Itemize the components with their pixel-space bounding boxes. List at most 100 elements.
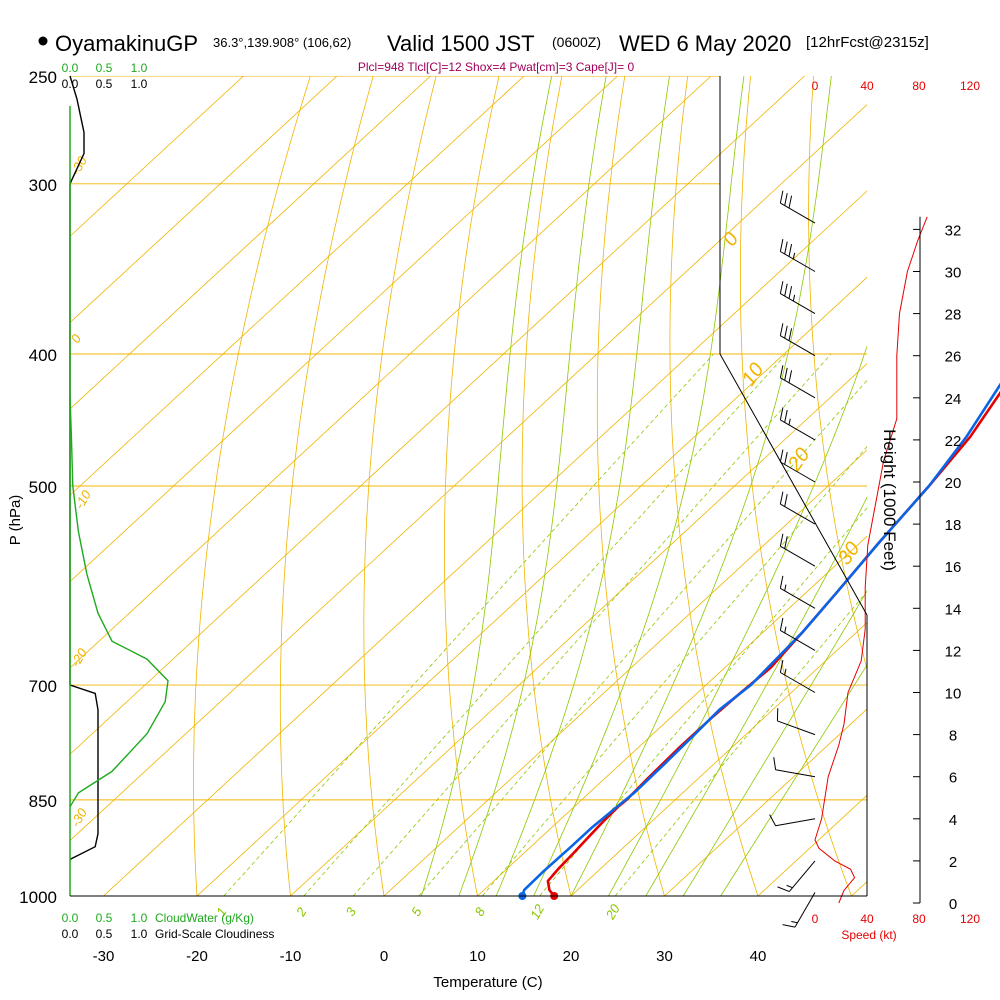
height-tick-label: 6 [949,770,957,787]
height-tick-label: 32 [945,222,962,239]
height-tick-label: 14 [945,601,962,618]
height-tick-label: 18 [945,517,962,534]
speed-tick-label: 120 [960,79,980,93]
mixing-ratio-line [481,446,867,896]
speed-tick-label: 40 [860,912,874,926]
cloud-profiles [69,75,169,896]
mixing-ratio-label: 20 [602,901,623,923]
wind-barb [779,239,816,272]
height-tick-label: 26 [945,349,962,366]
wind-barb [779,575,816,609]
sounding-indices: Plcl=948 Tlcl[C]=12 Shox=4 Pwat[cm]=3 Ca… [358,60,635,74]
cloudwater-line [69,396,169,808]
wind-barb-half-flag [792,252,796,260]
wind-barb-flag [779,281,784,294]
speed-tick-label: 80 [912,79,926,93]
height-tick-label: 24 [945,391,962,408]
wind-barb-flag [784,409,788,423]
wind-barb-half-flag [788,418,791,426]
diagram-line-label: -20 [68,645,91,669]
wind-barb-flag [788,195,793,209]
wind-barb [779,533,816,567]
height-tick-label: 16 [945,559,962,576]
cloudiness-tick-label: 0.5 [96,927,113,941]
dry-adiabat-line [193,76,311,896]
wind-barb-flag [782,924,796,928]
height-tick-label: 8 [949,728,957,745]
forecast-info: [12hrFcst@2315z] [806,34,929,51]
sounding-profiles [518,382,1000,900]
y-axis-label: P (hPa) [7,495,24,546]
pressure-tick-label: 300 [29,176,57,195]
temperature-tick-label: 40 [750,948,767,965]
temperature-tick-label: -10 [280,948,302,965]
temperature-tick-label: 30 [656,948,673,965]
cloudwater-tick-label: 0.5 [96,911,113,925]
wind-barb-flag [779,533,784,547]
wind-barb-half-flag [786,884,793,889]
isotherm-line [70,76,244,237]
height-tick-label: 20 [945,475,962,492]
moist-adiabat-line [458,76,607,896]
wind-barb-flag [779,365,784,378]
wind-barb-flag [777,886,790,893]
height-tick-label: 12 [945,643,962,660]
wind-barb-flag [788,370,793,383]
wind-barb [779,365,816,399]
wind-barb-shaft [777,720,816,736]
wind-barb-flag [779,617,784,631]
speed-tick-label: 80 [912,912,926,926]
wind-barb-shaft [780,251,816,272]
cloudiness-tick-label: 0.0 [62,927,79,941]
isotherm-line [70,76,338,324]
wind-barb-shaft [780,419,816,441]
mixing-ratio-label: 12 [527,901,548,922]
wind-barb-flag [779,575,784,589]
pressure-tick-label: 250 [29,68,57,87]
dry-adiabat-line [669,76,759,896]
speed-axis-label: Speed (kt) [841,928,896,942]
wind-barb-flag [779,239,784,252]
station-coords: 36.3°,139.908° (106,62) [213,35,351,50]
cloudiness-tick-label: 1.0 [131,927,148,941]
isotherm-line [477,535,867,896]
temperature-profile-line [546,390,1000,897]
x-axis-label: Temperature (C) [433,974,542,991]
wind-barb-shaft [780,672,816,693]
dry-adiabat-line [521,76,572,896]
moist-adiabat-line [421,76,553,896]
wind-barb-shaft [788,860,816,892]
moist-adiabat-line [682,590,867,896]
wind-barb [779,449,816,483]
wind-barb-shaft [780,202,816,224]
wind-barb-shaft [780,335,816,357]
dry-adiabat-line [443,76,500,896]
wind-barb-shaft [780,461,816,483]
mixing-ratio-line [352,353,832,896]
temperature-tick-label: -20 [186,948,208,965]
mixing-ratio-label: 8 [472,904,489,918]
cloudiness-tick-label: 0.5 [96,77,113,91]
wind-barb [779,323,816,357]
height-tick-label: 4 [949,812,957,829]
diagram-line-label: -30 [68,805,91,829]
wind-barb-shaft [780,587,816,609]
moist-adiabat-line [570,76,832,896]
wind-barb-flag [773,757,777,770]
wind-barb [779,281,816,315]
cloudiness-label: Grid-Scale Cloudiness [155,927,274,941]
wind-barb-shaft [780,503,816,525]
wind-barb-flag [784,536,788,549]
wind-barb [773,757,816,778]
wind-speed-line [814,216,928,904]
mixing-ratio-label: 3 [343,904,360,918]
wind-barb-shaft [775,818,816,827]
pressure-tick-label: 500 [29,478,57,497]
isotherm-line [851,881,867,896]
cloudwater-tick-label: 1.0 [131,911,148,925]
height-tick-label: 2 [949,854,957,871]
wind-barb-flag [788,328,793,341]
wind-barb-shaft [775,769,816,778]
cloudiness-tick-label: 1.0 [131,77,148,91]
